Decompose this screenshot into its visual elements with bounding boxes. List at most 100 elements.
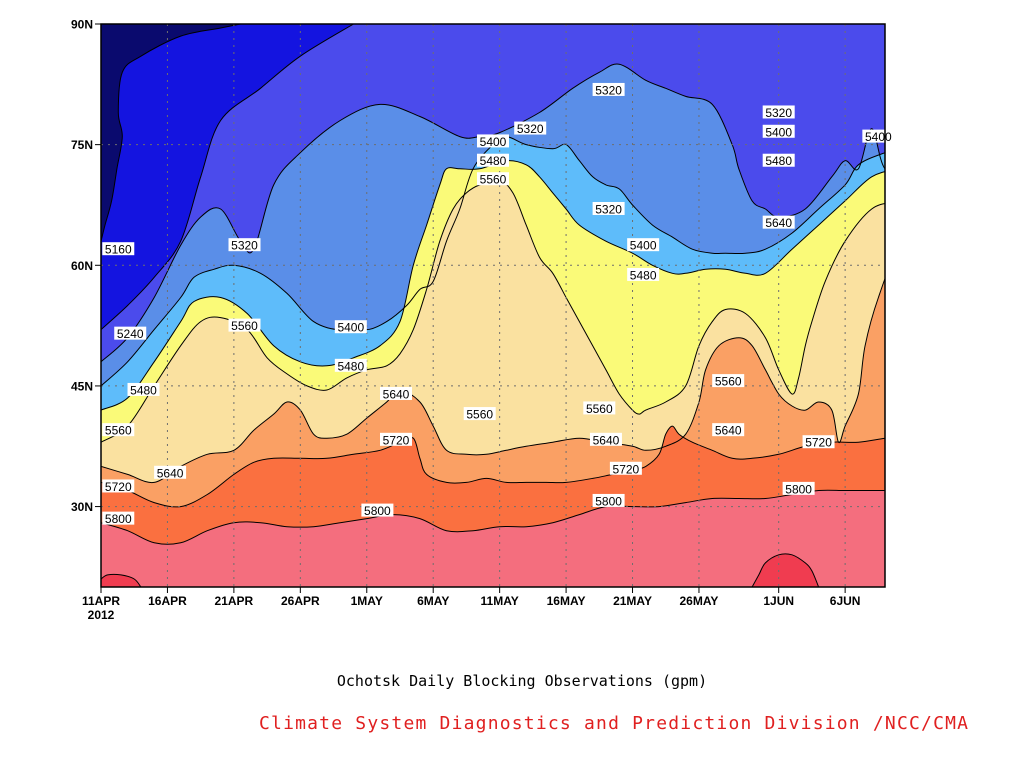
- contour-label-text: 5720: [105, 480, 132, 494]
- contour-line-5400: [101, 136, 885, 387]
- x-tick-label: 21APR: [215, 594, 254, 608]
- contour-label-text: 5800: [105, 512, 132, 526]
- contour-label-text: 5640: [157, 466, 184, 480]
- contour-label: 5480: [627, 267, 660, 282]
- contour-line-5480: [101, 160, 885, 411]
- contour-line-5880: [101, 573, 142, 587]
- contour-label-text: 5320: [517, 122, 544, 136]
- contour-label-text: 5560: [466, 408, 493, 422]
- contour-label-text: 5400: [337, 321, 364, 335]
- contour-label: 5560: [712, 374, 745, 389]
- credit-line: Climate System Diagnostics and Predictio…: [259, 713, 970, 734]
- x-tick-label: 21MAY: [613, 594, 652, 608]
- x-tick-sublabel: 2012: [88, 608, 115, 622]
- contour-label: 5640: [154, 465, 187, 480]
- contour-label: 5320: [228, 238, 261, 253]
- contour-label: 5800: [782, 481, 815, 496]
- contour-fill-layer: [101, 24, 885, 587]
- x-tick-label: 1JUN: [763, 594, 794, 608]
- contour-label: 5800: [592, 493, 625, 508]
- contour-label-text: 5640: [715, 424, 742, 438]
- contour-label: 5640: [589, 432, 622, 447]
- contour-line-5880: [751, 553, 820, 587]
- contour-label-text: 5720: [805, 436, 832, 450]
- contour-label: 5320: [592, 201, 625, 216]
- y-axis: 30N 45N 60N 75N 90N: [71, 18, 101, 514]
- contour-label-text: 5320: [595, 202, 622, 216]
- contour-label-text: 5240: [117, 327, 144, 341]
- contour-label-text: 5480: [130, 383, 157, 397]
- contour-label-text: 5560: [105, 424, 132, 438]
- contour-label-text: 5800: [785, 482, 812, 496]
- contour-label: 5640: [379, 386, 412, 401]
- contour-label: 5560: [228, 318, 261, 333]
- contour-label: 5640: [762, 215, 795, 230]
- contour-label-text: 5400: [865, 130, 892, 144]
- contour-label-text: 5560: [715, 375, 742, 389]
- contour-label-text: 5320: [765, 106, 792, 120]
- contour-label-text: 5720: [383, 433, 410, 447]
- fill-region-above-5880: [746, 553, 825, 587]
- y-tick-label: 90N: [71, 18, 93, 32]
- contour-label-text: 5400: [765, 125, 792, 139]
- contour-label: 5480: [127, 382, 160, 397]
- contour-label: 5480: [477, 153, 509, 168]
- contour-label-text: 5480: [337, 359, 364, 373]
- contour-label: 5800: [361, 503, 394, 518]
- contour-label-text: 5800: [595, 494, 622, 508]
- contour-labels: 5160 5240 5320 5400 5480 5560 5480 5560 5640 5720…: [102, 82, 895, 526]
- contour-label: 5560: [477, 172, 509, 187]
- contour-label-text: 5480: [630, 268, 657, 282]
- contour-label-text: 5720: [613, 462, 640, 476]
- contour-label: 5480: [762, 153, 795, 168]
- contour-label: 5400: [477, 134, 509, 149]
- contour-label-text: 5640: [383, 387, 410, 401]
- x-tick-label: 11APR: [82, 594, 120, 608]
- contour-label: 5560: [583, 401, 616, 416]
- contour-label-text: 5640: [765, 216, 792, 230]
- y-tick-label: 75N: [71, 138, 93, 152]
- contour-label-text: 5320: [231, 239, 258, 253]
- contour-label-text: 5640: [593, 433, 620, 447]
- contour-label: 5720: [102, 479, 135, 494]
- x-tick-label: 1MAY: [351, 594, 383, 608]
- y-tick-label: 30N: [71, 500, 93, 514]
- contour-label-text: 5560: [480, 173, 507, 187]
- contour-label: 5320: [514, 121, 547, 136]
- fill-region-above-5800: [101, 490, 885, 587]
- contour-label: 5240: [114, 326, 147, 341]
- contour-label: 5720: [802, 435, 835, 450]
- contour-label-text: 5480: [765, 154, 792, 168]
- contour-label-text: 5400: [630, 239, 657, 253]
- contour-label: 5720: [379, 432, 412, 447]
- contour-line-5800: [101, 489, 885, 545]
- contour-line-5240: [101, 24, 354, 330]
- contour-label: 5320: [762, 105, 795, 120]
- contour-label: 5720: [609, 461, 642, 476]
- chart-title: Ochotsk Daily Blocking Observations (gpm…: [336, 672, 708, 690]
- contour-label: 5400: [334, 320, 367, 335]
- contour-label: 5160: [102, 242, 135, 257]
- x-tick-label: 16MAY: [547, 594, 586, 608]
- contour-label-text: 5480: [480, 154, 507, 168]
- contour-label: 5320: [592, 82, 625, 97]
- x-tick-label: 6JUN: [830, 594, 861, 608]
- contour-label-text: 5560: [586, 402, 613, 416]
- contour-line-5560: [101, 180, 885, 443]
- x-tick-label: 26APR: [281, 594, 320, 608]
- contour-label: 5400: [862, 129, 895, 144]
- contour-label: 5640: [712, 423, 745, 438]
- x-tick-label: 26MAY: [680, 594, 719, 608]
- contour-line-5160: [101, 24, 241, 242]
- plot-frame: [100, 23, 886, 588]
- x-tick-label: 16APR: [148, 594, 187, 608]
- x-tick-label: 6MAY: [417, 594, 449, 608]
- contour-label: 5480: [334, 358, 367, 373]
- contour-label-text: 5400: [480, 135, 507, 149]
- contour-label: 5400: [762, 124, 795, 139]
- contour-label: 5400: [627, 238, 660, 253]
- x-tick-label: 11MAY: [481, 594, 519, 608]
- contour-label-text: 5320: [595, 83, 622, 97]
- contour-label: 5560: [102, 423, 135, 438]
